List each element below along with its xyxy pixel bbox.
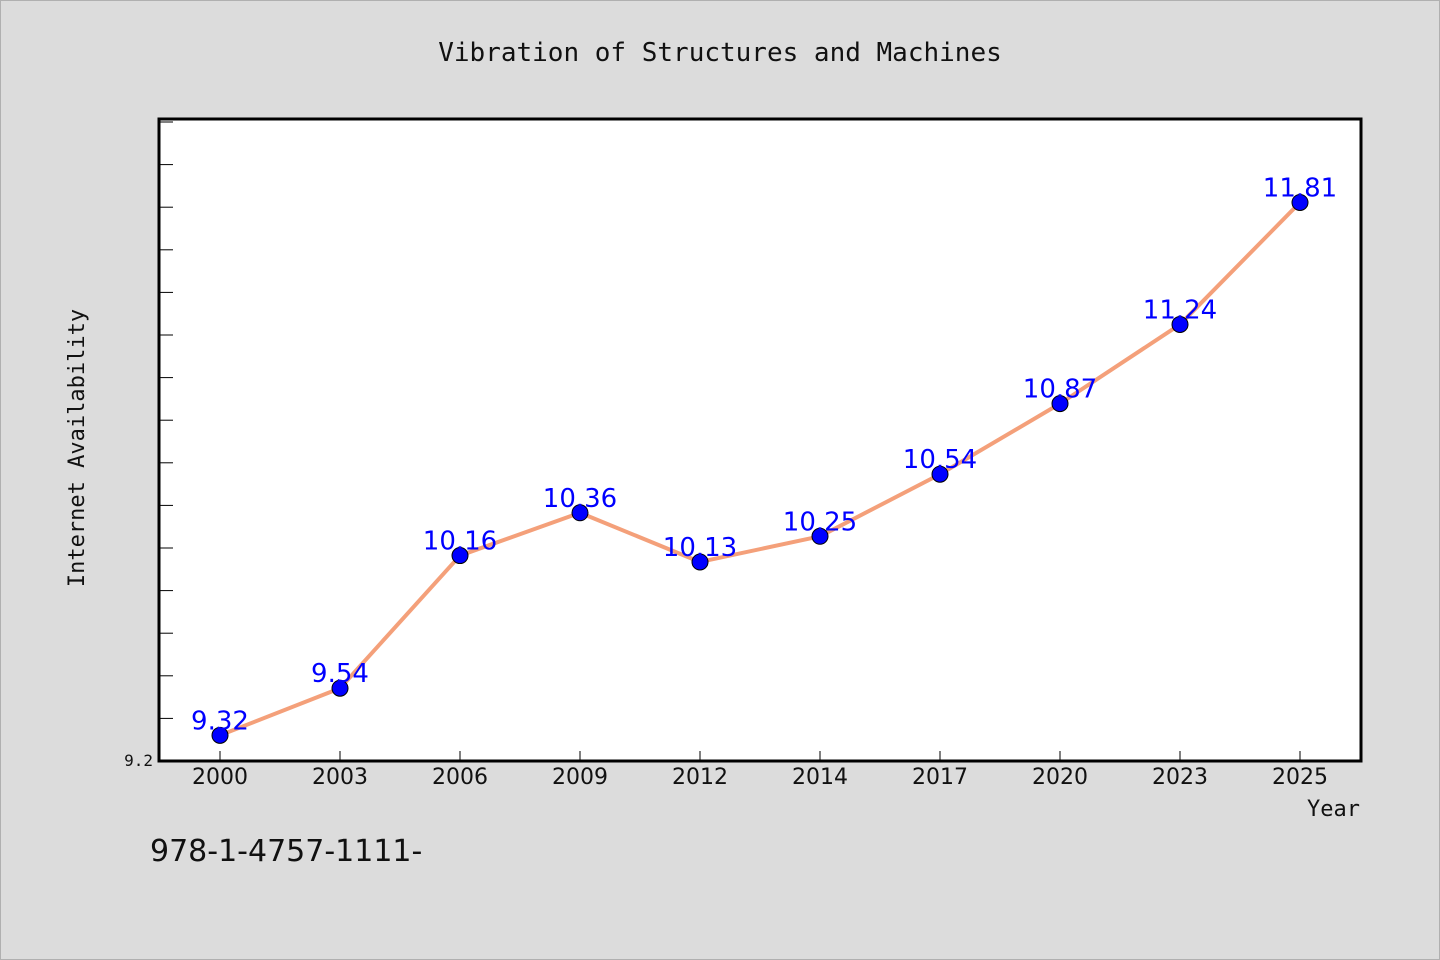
data-point bbox=[691, 553, 709, 571]
x-tick-label: 2020 bbox=[1032, 765, 1088, 790]
x-axis-ticks: 2000 2003 2006 2009 2012 2014 2017 2020 2023 2025 bbox=[192, 751, 1328, 790]
x-tick-label: 2012 bbox=[672, 765, 728, 790]
data-label: 10.87 bbox=[1023, 375, 1097, 405]
data-label: 11.81 bbox=[1263, 173, 1337, 203]
x-tick-label: 2009 bbox=[552, 765, 608, 790]
data-label: 10.25 bbox=[783, 507, 857, 537]
data-point bbox=[931, 465, 949, 483]
data-points bbox=[211, 193, 1309, 744]
x-tick-label: 2014 bbox=[792, 765, 848, 790]
data-label: 9.54 bbox=[311, 659, 369, 689]
data-label: 9.32 bbox=[191, 706, 249, 736]
data-label: 11.24 bbox=[1143, 295, 1217, 325]
data-label: 10.54 bbox=[903, 445, 977, 475]
data-point bbox=[1171, 315, 1189, 333]
data-point bbox=[211, 726, 229, 744]
data-labels: 9.32 9.54 10.16 10.36 10.13 10.25 10.54 10.87 11… bbox=[191, 173, 1337, 736]
data-label: 10.16 bbox=[423, 527, 497, 557]
x-tick-label: 2017 bbox=[912, 765, 968, 790]
data-point bbox=[331, 679, 349, 697]
data-point bbox=[1051, 395, 1069, 413]
x-tick-label: 2000 bbox=[192, 765, 248, 790]
data-point bbox=[451, 547, 469, 565]
data-label: 10.13 bbox=[663, 533, 737, 563]
x-tick-label: 2025 bbox=[1272, 765, 1328, 790]
y-axis-ticks bbox=[159, 121, 173, 719]
x-axis-label: Year bbox=[1307, 797, 1360, 822]
data-point bbox=[571, 504, 589, 522]
data-point bbox=[811, 527, 829, 545]
plot-area bbox=[157, 117, 1363, 763]
y-axis-label: Internet Availability bbox=[65, 309, 90, 587]
x-tick-label: 2023 bbox=[1152, 765, 1208, 790]
footer-code: 978-1-4757-1111- bbox=[150, 834, 423, 869]
chart-title: Vibration of Structures and Machines bbox=[438, 38, 1002, 68]
data-point bbox=[1291, 193, 1309, 211]
series-line bbox=[219, 201, 1302, 738]
data-label: 10.36 bbox=[543, 484, 617, 514]
y-tick-label-min: 9.2 bbox=[124, 751, 153, 770]
x-tick-label: 2003 bbox=[312, 765, 368, 790]
x-tick-label: 2006 bbox=[432, 765, 488, 790]
